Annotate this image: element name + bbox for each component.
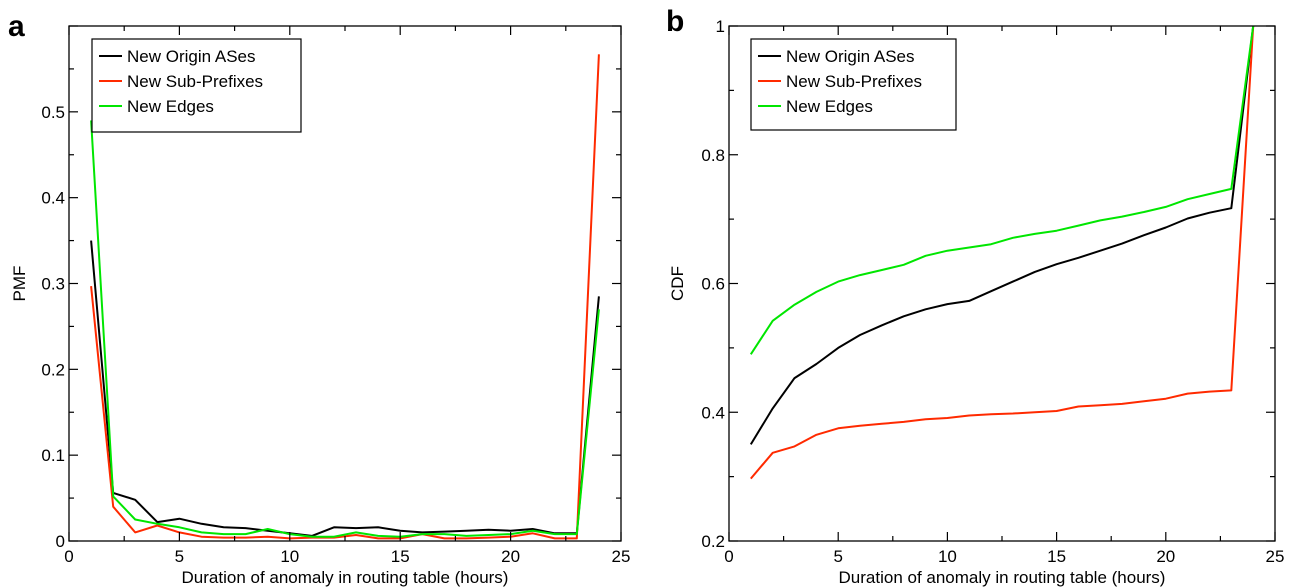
legend-label: New Edges bbox=[786, 97, 873, 116]
legend-label: New Sub-Prefixes bbox=[127, 72, 263, 91]
y-tick-label: 0.6 bbox=[701, 275, 725, 294]
x-tick-label: 0 bbox=[724, 547, 733, 566]
legend: New Origin ASes New Sub-Prefixes New Edges bbox=[750, 38, 957, 131]
x-tick-label: 5 bbox=[833, 547, 842, 566]
y-tick-label: 0.8 bbox=[701, 146, 725, 165]
y-tick-label: 0.2 bbox=[41, 360, 65, 379]
y-axis-label: CDF bbox=[668, 266, 687, 301]
x-tick-label: 20 bbox=[1156, 547, 1175, 566]
x-tick-label: 5 bbox=[175, 547, 184, 566]
y-axis-label: PMF bbox=[10, 266, 29, 302]
y-tick-label: 1 bbox=[716, 17, 725, 36]
y-tick-label: 0.4 bbox=[41, 189, 65, 208]
series-line-new-sub-prefixes bbox=[750, 25, 1255, 480]
x-tick-label: 20 bbox=[501, 547, 520, 566]
legend-box bbox=[750, 38, 957, 131]
x-tick-label: 10 bbox=[938, 547, 957, 566]
legend-label: New Edges bbox=[127, 97, 214, 116]
panel-b-letter: b bbox=[666, 5, 684, 38]
x-tick-label: 0 bbox=[64, 547, 73, 566]
y-tick-label: 0.5 bbox=[41, 103, 65, 122]
legend-label: New Origin ASes bbox=[786, 47, 915, 66]
cdf-chart: 0 5 10 15 20 25 0.2 0.4 0.6 0.8 1 Duration of anoma… bbox=[668, 17, 1284, 587]
legend-label: New Origin ASes bbox=[127, 47, 256, 66]
legend: New Origin ASes New Sub-Prefixes New Edges bbox=[91, 38, 302, 133]
legend-label: New Sub-Prefixes bbox=[786, 72, 922, 91]
x-tick-label: 15 bbox=[391, 547, 410, 566]
series-line-new-origin-ases bbox=[90, 240, 600, 537]
series-line-new-edges bbox=[90, 120, 600, 538]
x-axis-label: Duration of anomaly in routing table (ho… bbox=[182, 568, 509, 587]
x-tick-label: 25 bbox=[612, 547, 631, 566]
y-tick-label: 0.1 bbox=[41, 446, 65, 465]
y-tick-label: 0.3 bbox=[41, 275, 65, 294]
pmf-chart: 0 5 10 15 20 25 0 0.1 0.2 0.3 0.4 0.5 Duration of an… bbox=[10, 25, 631, 587]
x-tick-label: 25 bbox=[1266, 547, 1285, 566]
y-tick-label: 0.4 bbox=[701, 403, 725, 422]
x-tick-label: 15 bbox=[1047, 547, 1066, 566]
y-tick-label: 0.2 bbox=[701, 532, 725, 551]
x-axis-label: Duration of anomaly in routing table (ho… bbox=[839, 568, 1166, 587]
panel-a-letter: a bbox=[8, 10, 25, 43]
x-tick-label: 10 bbox=[280, 547, 299, 566]
legend-box bbox=[91, 38, 302, 133]
series-line-new-edges bbox=[749, 25, 1255, 355]
y-tick-label: 0 bbox=[56, 532, 65, 551]
series-line-new-origin-ases bbox=[749, 25, 1255, 445]
